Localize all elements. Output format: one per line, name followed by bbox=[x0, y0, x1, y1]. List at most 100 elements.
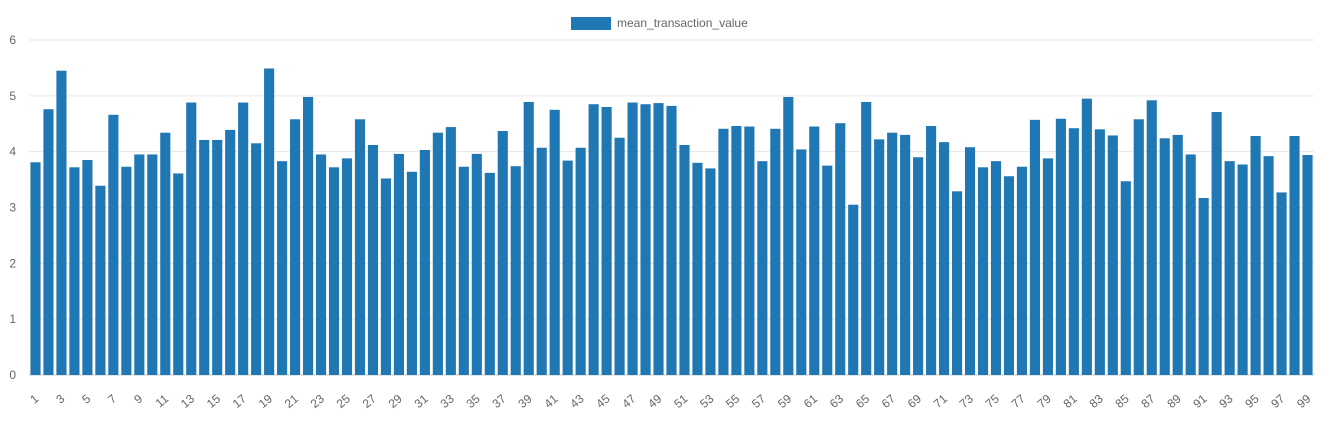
bar[interactable] bbox=[990, 161, 1002, 375]
bar[interactable] bbox=[887, 132, 898, 375]
bar[interactable] bbox=[212, 139, 223, 375]
bar[interactable] bbox=[1172, 134, 1183, 375]
bar[interactable] bbox=[874, 139, 885, 375]
bar[interactable] bbox=[303, 96, 314, 375]
bar[interactable] bbox=[861, 101, 872, 375]
bar[interactable] bbox=[341, 158, 353, 375]
bar[interactable] bbox=[1185, 154, 1196, 375]
bar[interactable] bbox=[328, 167, 340, 375]
bar[interactable] bbox=[692, 162, 703, 375]
bar[interactable] bbox=[30, 162, 41, 375]
bar[interactable] bbox=[939, 142, 950, 375]
bar[interactable] bbox=[1120, 181, 1131, 375]
bar[interactable] bbox=[290, 119, 301, 376]
bar[interactable] bbox=[1016, 166, 1028, 375]
bar[interactable] bbox=[95, 185, 106, 375]
bar[interactable] bbox=[82, 160, 93, 375]
bar[interactable] bbox=[1042, 158, 1053, 375]
bar[interactable] bbox=[783, 96, 794, 375]
bar[interactable] bbox=[627, 102, 638, 376]
bar[interactable] bbox=[1159, 138, 1170, 375]
bar[interactable] bbox=[951, 191, 963, 375]
bar[interactable] bbox=[653, 103, 664, 375]
bar[interactable] bbox=[497, 131, 508, 375]
bar[interactable] bbox=[562, 160, 573, 375]
bar[interactable] bbox=[757, 161, 768, 375]
bar[interactable] bbox=[354, 119, 366, 376]
bar[interactable] bbox=[1276, 192, 1287, 375]
bar[interactable] bbox=[770, 128, 781, 375]
bar[interactable] bbox=[977, 167, 989, 375]
bar[interactable] bbox=[1094, 129, 1105, 375]
bar[interactable] bbox=[1211, 112, 1222, 376]
bar[interactable] bbox=[835, 123, 846, 375]
bar[interactable] bbox=[900, 134, 911, 375]
bar[interactable] bbox=[1302, 155, 1313, 375]
bar[interactable] bbox=[432, 132, 443, 375]
bar[interactable] bbox=[575, 147, 586, 375]
bar[interactable] bbox=[108, 114, 119, 376]
bar[interactable] bbox=[705, 168, 716, 375]
bar[interactable] bbox=[1289, 136, 1300, 375]
bar[interactable] bbox=[1003, 176, 1015, 375]
bar[interactable] bbox=[134, 154, 145, 375]
bar[interactable] bbox=[1198, 198, 1209, 375]
bar[interactable] bbox=[160, 132, 171, 375]
bar[interactable] bbox=[1263, 156, 1274, 375]
bar[interactable] bbox=[1055, 118, 1066, 375]
bar[interactable] bbox=[1224, 161, 1235, 375]
bar[interactable] bbox=[1068, 128, 1079, 375]
bar[interactable] bbox=[1146, 100, 1157, 376]
bar[interactable] bbox=[445, 127, 456, 375]
legend[interactable]: mean_transaction_value bbox=[571, 15, 748, 31]
bar[interactable] bbox=[225, 129, 236, 375]
bar[interactable] bbox=[315, 154, 327, 375]
bar[interactable] bbox=[523, 101, 534, 375]
bar[interactable] bbox=[614, 137, 625, 375]
bar[interactable] bbox=[69, 167, 80, 375]
bar[interactable] bbox=[601, 107, 612, 375]
bar[interactable] bbox=[926, 125, 937, 375]
bar[interactable] bbox=[679, 144, 690, 375]
bar[interactable] bbox=[173, 173, 184, 375]
bar[interactable] bbox=[744, 126, 755, 376]
bar[interactable] bbox=[264, 68, 275, 375]
bar[interactable] bbox=[406, 171, 417, 375]
bar[interactable] bbox=[536, 147, 547, 375]
bar[interactable] bbox=[121, 166, 132, 375]
bar[interactable] bbox=[238, 102, 249, 376]
bar[interactable] bbox=[1250, 136, 1261, 375]
bar[interactable] bbox=[510, 166, 521, 375]
bar[interactable] bbox=[251, 143, 262, 375]
bar[interactable] bbox=[199, 139, 210, 375]
bar[interactable] bbox=[186, 102, 197, 376]
bar[interactable] bbox=[822, 165, 833, 375]
bar[interactable] bbox=[848, 204, 859, 375]
bar[interactable] bbox=[809, 126, 820, 376]
bar[interactable] bbox=[964, 147, 976, 375]
bar[interactable] bbox=[640, 104, 651, 375]
bar[interactable] bbox=[913, 157, 924, 375]
bar[interactable] bbox=[484, 172, 495, 375]
bar[interactable] bbox=[380, 178, 392, 375]
bar[interactable] bbox=[458, 166, 469, 375]
bar[interactable] bbox=[718, 128, 729, 375]
bar[interactable] bbox=[1237, 164, 1248, 375]
bar[interactable] bbox=[393, 153, 404, 375]
bar[interactable] bbox=[796, 149, 807, 375]
bar[interactable] bbox=[1081, 98, 1092, 375]
bar[interactable] bbox=[731, 125, 742, 375]
bar[interactable] bbox=[43, 109, 54, 375]
bar[interactable] bbox=[277, 161, 288, 375]
bar[interactable] bbox=[1107, 135, 1118, 375]
bar[interactable] bbox=[147, 154, 158, 375]
bar[interactable] bbox=[1029, 119, 1040, 375]
bar[interactable] bbox=[588, 104, 599, 375]
bar[interactable] bbox=[666, 105, 677, 375]
bar[interactable] bbox=[367, 144, 379, 375]
bar[interactable] bbox=[419, 149, 430, 375]
bar[interactable] bbox=[549, 109, 560, 376]
bar[interactable] bbox=[471, 153, 482, 375]
bar[interactable] bbox=[56, 70, 67, 375]
bar[interactable] bbox=[1133, 119, 1144, 376]
